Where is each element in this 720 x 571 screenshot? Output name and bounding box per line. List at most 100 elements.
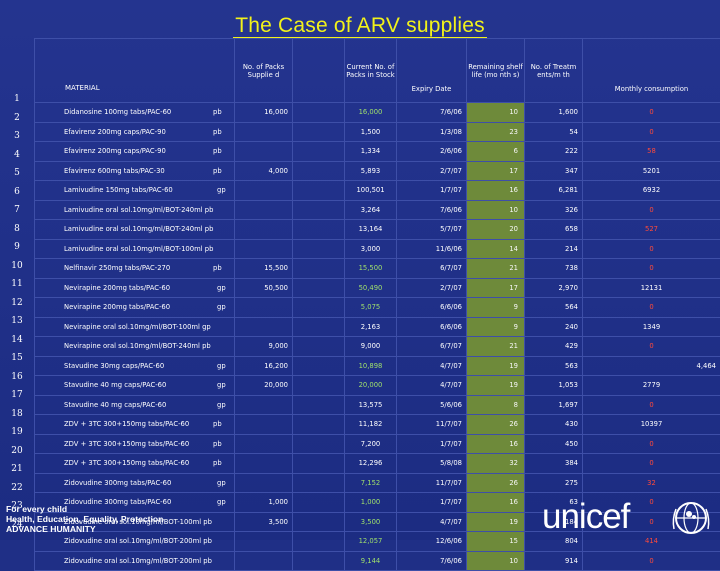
cell-consumption: 0 (583, 298, 720, 318)
cell-spacer (293, 434, 345, 454)
cell-expiry-date: 4/7/07 (397, 376, 467, 396)
material-name: Lamivudine oral sol.10mg/ml/BOT-100ml pb (64, 245, 213, 253)
cell-treatments: 240 (525, 317, 583, 337)
cell-packs-supplied (235, 454, 293, 474)
cell-packs-supplied (235, 551, 293, 571)
cell-consumption: 0 (583, 551, 720, 571)
header-spacer (293, 39, 345, 103)
cell-expiry-date: 12/6/06 (397, 532, 467, 552)
cell-packs-supplied (235, 532, 293, 552)
header-treatments: No. of Treatm ents/m th (525, 39, 583, 103)
row-number: 10 (0, 261, 34, 271)
cell-packs-supplied (235, 142, 293, 162)
cell-material: Lamivudine oral sol.10mg/ml/BOT-240ml pb (35, 220, 235, 240)
cell-current-stock: 7,200 (345, 434, 397, 454)
cell-material: Zidovudine oral sol.10mg/ml/BOT-200ml pb (35, 551, 235, 571)
material-name: Zidovudine oral sol.10mg/ml/BOT-200ml pb (64, 557, 212, 565)
cell-spacer (293, 181, 345, 201)
cell-current-stock: 15,500 (345, 259, 397, 279)
cell-packs-supplied: 50,500 (235, 278, 293, 298)
material-unit: gp (217, 381, 226, 389)
cell-current-stock: 3,500 (345, 512, 397, 532)
table-row: Nevirapine oral sol.10mg/ml/BOT-100ml gp… (35, 317, 720, 337)
table-row: Zidovudine oral sol.10mg/ml/BOT-200ml pb… (35, 551, 720, 571)
cell-spacer (293, 220, 345, 240)
cell-packs-supplied: 15,500 (235, 259, 293, 279)
material-name: ZDV + 3TC 300+150mg tabs/PAC-60 (64, 420, 189, 428)
cell-current-stock: 12,296 (345, 454, 397, 474)
cell-treatments: 347 (525, 161, 583, 181)
material-name: Zidovudine oral sol.10mg/ml/BOT-200ml pb (64, 537, 212, 545)
row-number: 21 (0, 464, 34, 474)
row-number: 2 (0, 113, 34, 123)
cell-current-stock: 3,264 (345, 200, 397, 220)
row-number: 8 (0, 224, 34, 234)
cell-expiry-date: 6/7/07 (397, 259, 467, 279)
material-name: Stavudine 40 mg caps/PAC-60 (64, 401, 166, 409)
material-unit: pb (213, 459, 222, 467)
material-unit: gp (217, 303, 226, 311)
cell-spacer (293, 142, 345, 162)
cell-packs-supplied (235, 298, 293, 318)
material-unit: pb (213, 108, 222, 116)
cell-spacer (293, 337, 345, 357)
cell-consumption: 32 (583, 473, 720, 493)
table-row: Nevirapine oral sol.10mg/ml/BOT-240ml pb… (35, 337, 720, 357)
cell-consumption: 5201 (583, 161, 720, 181)
cell-spacer (293, 493, 345, 513)
cell-current-stock: 9,144 (345, 551, 397, 571)
table-row: Lamivudine oral sol.10mg/ml/BOT-240ml pb… (35, 220, 720, 240)
cell-expiry-date: 11/7/07 (397, 473, 467, 493)
cell-spacer (293, 415, 345, 435)
cell-shelf-life: 14 (467, 239, 525, 259)
cell-consumption: 0 (583, 122, 720, 142)
material-unit: gp (217, 284, 226, 292)
cell-expiry-date: 1/7/07 (397, 434, 467, 454)
cell-treatments: 564 (525, 298, 583, 318)
cell-packs-supplied (235, 317, 293, 337)
cell-treatments: 1,053 (525, 376, 583, 396)
cell-consumption: 0 (583, 239, 720, 259)
cell-shelf-life: 9 (467, 298, 525, 318)
header-material: MATERIAL (35, 39, 235, 103)
cell-spacer (293, 356, 345, 376)
table-row: Lamivudine oral sol.10mg/ml/BOT-100ml pb… (35, 239, 720, 259)
cell-packs-supplied: 9,000 (235, 337, 293, 357)
cell-shelf-life: 19 (467, 512, 525, 532)
cell-expiry-date: 1/7/07 (397, 493, 467, 513)
cell-expiry-date: 6/6/06 (397, 317, 467, 337)
cell-treatments: 450 (525, 434, 583, 454)
cell-expiry-date: 7/6/06 (397, 103, 467, 123)
row-number: 3 (0, 131, 34, 141)
cell-expiry-date: 5/6/06 (397, 395, 467, 415)
row-number: 11 (0, 279, 34, 289)
cell-expiry-date: 4/7/07 (397, 512, 467, 532)
cell-packs-supplied: 1,000 (235, 493, 293, 513)
material-unit: gp (217, 401, 226, 409)
material-name: Nevirapine oral sol.10mg/ml/BOT-100ml gp (64, 323, 211, 331)
cell-shelf-life: 16 (467, 493, 525, 513)
cell-current-stock: 5,893 (345, 161, 397, 181)
cell-treatments: 326 (525, 200, 583, 220)
cell-shelf-life: 26 (467, 415, 525, 435)
material-unit: gp (217, 362, 226, 370)
cell-consumption: 1349 (583, 317, 720, 337)
material-unit: gp (217, 479, 226, 487)
material-name: ZDV + 3TC 300+150mg tabs/PAC-60 (64, 440, 189, 448)
cell-material: Nevirapine oral sol.10mg/ml/BOT-240ml pb (35, 337, 235, 357)
cell-spacer (293, 454, 345, 474)
cell-treatments: 914 (525, 551, 583, 571)
material-name: ZDV + 3TC 300+150mg tabs/PAC-60 (64, 459, 189, 467)
material-name: Lamivudine oral sol.10mg/ml/BOT-240ml pb (64, 206, 213, 214)
cell-current-stock: 5,075 (345, 298, 397, 318)
material-unit: pb (213, 420, 222, 428)
cell-treatments: 384 (525, 454, 583, 474)
